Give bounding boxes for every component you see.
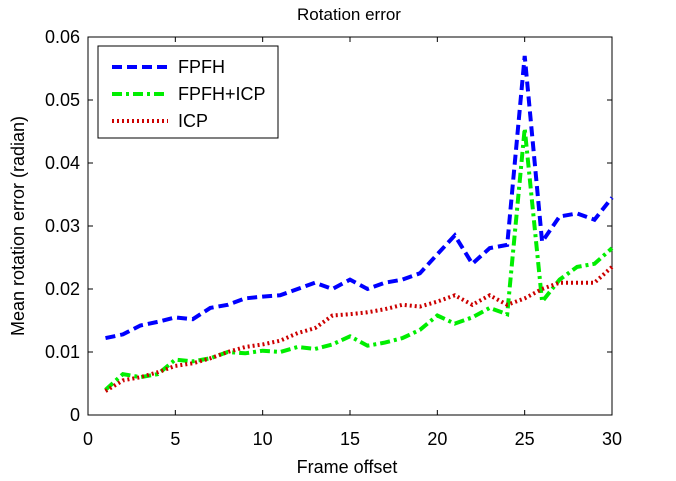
chart-title: Rotation error <box>297 5 401 24</box>
legend: FPFH FPFH+ICP ICP <box>97 45 279 139</box>
plot-area: 0 5 10 15 20 25 30 0 0.01 0.02 0.03 0.04 0.05 0.06 <box>45 27 622 449</box>
series-line-fpfh <box>105 55 614 341</box>
x-tick-label: 0 <box>83 429 93 449</box>
series-line-fpfh-icp <box>104 128 614 392</box>
legend-label: FPFH+ICP <box>178 84 266 104</box>
y-tick-label: 0 <box>70 405 80 425</box>
x-tick-label: 30 <box>602 429 622 449</box>
y-tick-label: 0.01 <box>45 342 80 362</box>
axis-ticks: 0 5 10 15 20 25 30 0 0.01 0.02 0.03 0.04 0.05 0.06 <box>45 27 622 449</box>
x-tick-label: 10 <box>253 429 273 449</box>
series-line-icp <box>104 265 614 393</box>
y-tick-label: 0.03 <box>45 216 80 236</box>
y-tick-label: 0.06 <box>45 27 80 47</box>
x-tick-label: 15 <box>340 429 360 449</box>
x-axis-label: Frame offset <box>297 457 398 477</box>
series-lines <box>104 55 614 393</box>
y-tick-label: 0.05 <box>45 90 80 110</box>
y-axis-label: Mean rotation error (radian) <box>8 116 28 336</box>
y-tick-label: 0.02 <box>45 279 80 299</box>
x-tick-label: 20 <box>427 429 447 449</box>
x-tick-label: 5 <box>170 429 180 449</box>
legend-label: ICP <box>178 111 208 131</box>
y-tick-label: 0.04 <box>45 153 80 173</box>
legend-label: FPFH <box>178 57 225 77</box>
x-tick-label: 25 <box>515 429 535 449</box>
